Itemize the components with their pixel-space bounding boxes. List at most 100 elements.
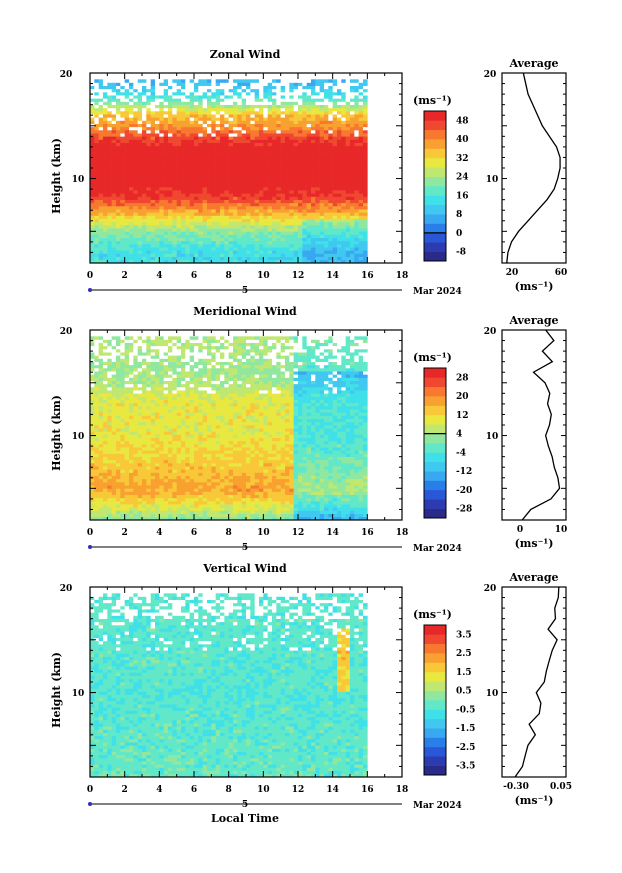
heatmap-cell	[311, 228, 316, 232]
heatmap-cell	[233, 101, 238, 105]
heatmap-cell	[111, 231, 117, 235]
heatmap-cell	[194, 196, 199, 200]
x-tick-label: 2	[122, 271, 128, 281]
heatmap-cell	[220, 212, 225, 216]
heatmap-cell	[345, 218, 351, 223]
heatmap-cell	[285, 101, 290, 105]
heatmap-cell	[103, 336, 108, 340]
heatmap-cell	[324, 145, 329, 150]
heatmap-cell	[350, 244, 355, 248]
heatmap-cell	[263, 215, 268, 219]
heatmap-cell	[129, 390, 134, 394]
heatmap-cell	[129, 199, 134, 204]
heatmap-cell	[246, 187, 251, 191]
heatmap-cell	[159, 133, 164, 137]
heatmap-cell	[198, 139, 203, 143]
heatmap-cell	[155, 425, 160, 429]
heatmap-cell	[120, 164, 125, 169]
heatmap-cell	[133, 453, 138, 457]
heatmap-cell	[98, 139, 104, 143]
heatmap-cell	[289, 142, 294, 147]
heatmap-cell	[172, 92, 177, 96]
heatmap-cell	[137, 349, 143, 353]
heatmap-cell	[146, 447, 151, 451]
heatmap-cell	[215, 111, 221, 115]
heatmap-cell	[298, 111, 303, 115]
heatmap-cell	[345, 256, 351, 261]
heatmap-cell	[354, 174, 359, 178]
heatmap-cell	[363, 149, 368, 153]
heatmap-cell	[116, 494, 121, 499]
heatmap-cell	[280, 158, 286, 162]
heatmap-cell	[237, 190, 242, 194]
heatmap-cell	[350, 247, 355, 251]
heatmap-cell	[358, 95, 364, 99]
heatmap-cell	[224, 158, 229, 162]
heatmap-cell	[98, 158, 104, 162]
heatmap-cell	[215, 202, 221, 207]
heatmap-cell	[285, 202, 290, 207]
heatmap-cell	[168, 259, 173, 264]
heatmap-cell	[163, 437, 169, 442]
heatmap-cell	[272, 145, 277, 150]
heatmap-cell	[241, 88, 247, 93]
heatmap-cell	[94, 447, 99, 451]
heatmap-cell	[120, 507, 125, 511]
heatmap-cell	[94, 120, 99, 124]
heatmap-cell	[354, 88, 359, 93]
heatmap-cell	[293, 164, 299, 169]
heatmap-cell	[168, 114, 173, 118]
heatmap-cell	[228, 114, 234, 118]
heatmap-cell	[124, 256, 130, 261]
heatmap-cell	[306, 126, 312, 131]
heatmap-cell	[202, 82, 208, 86]
heatmap-cell	[146, 434, 151, 438]
heatmap-cell	[150, 380, 156, 385]
heatmap-cell	[241, 117, 247, 121]
heatmap-cell	[189, 133, 195, 137]
heatmap-cell	[120, 463, 125, 467]
heatmap-cell	[306, 142, 312, 147]
heatmap-cell	[107, 485, 112, 489]
heatmap-cell	[332, 126, 338, 131]
heatmap-cell	[267, 206, 273, 210]
heatmap-cell	[224, 155, 229, 159]
heatmap-cell	[289, 107, 294, 112]
heatmap-cell	[220, 206, 225, 210]
heatmap-cell	[332, 82, 338, 86]
heatmap-cell	[358, 228, 364, 232]
heatmap-cell	[363, 158, 368, 162]
heatmap-cell	[280, 117, 286, 121]
heatmap-cell	[129, 136, 134, 140]
heatmap-cell	[250, 228, 255, 232]
heatmap-cell	[176, 193, 182, 197]
heatmap-cell	[142, 440, 147, 445]
heatmap-cell	[129, 158, 134, 162]
heatmap-cell	[189, 168, 195, 172]
heatmap-cell	[350, 183, 355, 188]
heatmap-cell	[111, 504, 117, 508]
heatmap-cell	[215, 209, 221, 213]
heatmap-cell	[298, 171, 303, 175]
heatmap-cell	[124, 361, 130, 366]
heatmap-cell	[133, 434, 138, 438]
heatmap-cell	[289, 193, 294, 197]
heatmap-cell	[254, 244, 260, 248]
heatmap-cell	[111, 396, 117, 400]
heatmap-cell	[259, 139, 264, 143]
heatmap-cell	[267, 174, 273, 178]
heatmap-cell	[146, 244, 151, 248]
heatmap-cell	[181, 240, 186, 245]
heatmap-cell	[150, 418, 156, 423]
heatmap-cell	[137, 240, 143, 245]
heatmap-cell	[332, 98, 338, 102]
heatmap-cell	[215, 120, 221, 124]
colorbar-segment	[424, 139, 446, 149]
heatmap-cell	[263, 95, 268, 99]
heatmap-cell	[133, 228, 138, 232]
heatmap-cell	[120, 390, 125, 394]
heatmap-cell	[111, 158, 117, 162]
heatmap-cell	[120, 437, 125, 442]
heatmap-cell	[94, 444, 99, 448]
heatmap-cell	[129, 406, 134, 410]
